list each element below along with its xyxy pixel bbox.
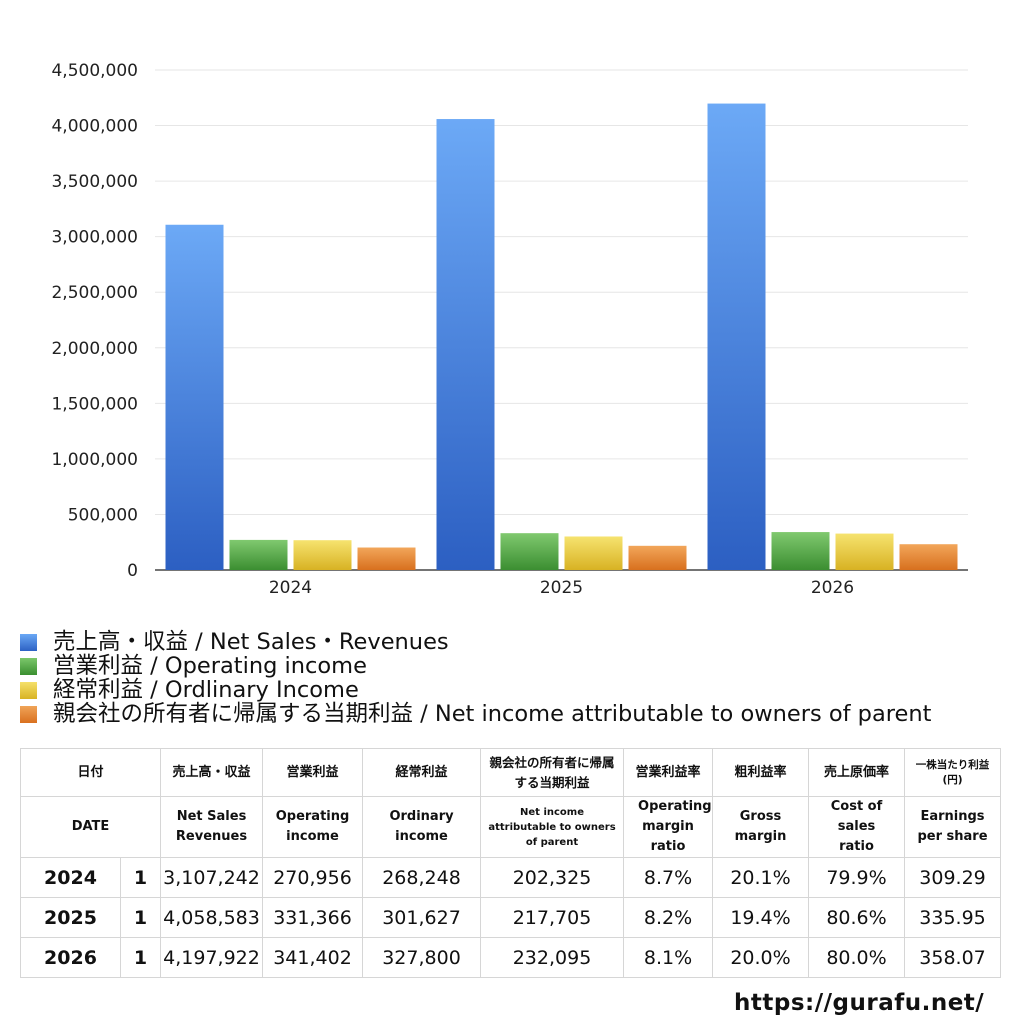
legend-item-operating-income: 営業利益 / Operating income [20,654,931,678]
header-eps-en: Earnings per share [904,796,1002,858]
y-tick-label: 2,000,000 [51,339,138,359]
cell-op-margin: 8.1% [623,937,714,978]
y-tick-label: 4,500,000 [51,61,138,81]
site-url[interactable]: https://gurafu.net/ [734,990,985,1016]
header-cost-ratio-jp: 売上原価率 [808,748,906,797]
table-row: 2024 1 3,107,242 270,956 268,248 202,325… [20,857,1002,898]
cell-eps: 358.07 [904,937,1002,978]
y-tick-label: 1,000,000 [51,450,138,470]
cell-ordinary: 327,800 [362,937,482,978]
table-row: 2026 1 4,197,922 341,402 327,800 232,095… [20,937,1002,978]
cell-cost-ratio: 80.6% [808,897,906,938]
row-year: 2024 [20,857,121,898]
x-tick-label: 2024 [269,578,312,598]
bar-chart: 0 500,000 1,000,000 1,500,000 2,000,000 2,500… [51,61,968,598]
row-quarter: 1 [119,937,162,978]
legend-item-net-sales: 売上高・収益 / Net Sales・Revenues [20,630,931,654]
row-quarter: 1 [119,857,162,898]
cell-net-sales: 4,058,583 [160,897,264,938]
cell-operating: 270,956 [262,857,364,898]
cell-net-income: 202,325 [480,857,625,898]
y-tick-label: 3,500,000 [51,172,138,192]
header-net-sales-en: Net Sales Revenues [160,796,264,858]
header-operating-en: Operating income [262,796,364,858]
header-cost-ratio-en: Cost of sales ratio [808,796,906,858]
header-op-margin-en: Operating margin ratio [623,796,714,858]
cell-op-margin: 8.2% [623,897,714,938]
legend-swatch-net-income [20,705,37,723]
legend-label-net-income: 親会社の所有者に帰属する当期利益 / Net income attributab… [53,701,932,727]
header-op-margin-jp: 営業利益率 [623,748,714,797]
y-tick-label: 2,500,000 [51,283,138,303]
cell-eps: 335.95 [904,897,1002,938]
cell-gross-margin: 19.4% [712,897,810,938]
cell-cost-ratio: 80.0% [808,937,906,978]
bar-operating-income-2025 [500,533,559,570]
cell-net-sales: 3,107,242 [160,857,264,898]
table-row: 2025 1 4,058,583 331,366 301,627 217,705… [20,897,1002,938]
cell-operating: 341,402 [262,937,364,978]
legend-item-ordinary-income: 経常利益 / Ordlinary Income [20,678,931,702]
cell-operating: 331,366 [262,897,364,938]
header-net-sales-jp: 売上高・収益 [160,748,264,797]
legend-swatch-operating-income [20,657,37,675]
header-net-income-jp: 親会社の所有者に帰属する当期利益 [480,748,625,797]
bar-operating-income-2026 [771,532,830,570]
header-gross-margin-en: Gross margin [712,796,810,858]
header-net-income-en: Net income attributable to owners of par… [480,796,625,858]
bar-net-sales-2024 [165,224,224,570]
table-header-jp: 日付 売上高・収益 営業利益 経常利益 親会社の所有者に帰属する当期利益 営業利… [19,748,1002,797]
y-tick-label: 1,500,000 [51,394,138,414]
header-ordinary-jp: 経常利益 [362,748,482,797]
table-header-en: DATE Net Sales Revenues Operating income… [19,796,1002,858]
header-gross-margin-jp: 粗利益率 [712,748,810,797]
y-tick-label: 500,000 [68,505,138,525]
row-quarter: 1 [119,897,162,938]
legend-label-net-sales: 売上高・収益 / Net Sales・Revenues [53,629,449,655]
bar-operating-income-2024 [229,539,288,570]
row-year: 2026 [20,937,121,978]
y-tick-label: 3,000,000 [51,228,138,248]
bar-ordinary-income-2025 [564,536,623,570]
header-date-en: DATE [19,796,162,858]
legend-label-ordinary-income: 経常利益 / Ordlinary Income [53,677,359,703]
cell-net-income: 217,705 [480,897,625,938]
chart-legend: 売上高・収益 / Net Sales・Revenues 営業利益 / Opera… [20,630,931,726]
header-operating-jp: 営業利益 [262,748,364,797]
x-tick-label: 2025 [540,578,583,598]
legend-swatch-ordinary-income [20,681,37,699]
legend-item-net-income: 親会社の所有者に帰属する当期利益 / Net income attributab… [20,702,931,726]
legend-label-operating-income: 営業利益 / Operating income [53,653,367,679]
financial-table: 日付 売上高・収益 営業利益 経常利益 親会社の所有者に帰属する当期利益 営業利… [19,748,1002,978]
row-year: 2025 [20,897,121,938]
bar-net-income-2025 [628,545,687,570]
cell-ordinary: 301,627 [362,897,482,938]
bar-net-sales-2026 [707,103,766,571]
y-tick-label: 4,000,000 [51,117,138,137]
cell-ordinary: 268,248 [362,857,482,898]
bar-ordinary-income-2026 [835,533,894,570]
y-tick-label: 0 [127,561,138,581]
cell-gross-margin: 20.1% [712,857,810,898]
bar-net-income-2024 [357,547,416,570]
header-date-jp: 日付 [19,748,162,797]
legend-swatch-net-sales [20,633,37,651]
header-eps-jp: 一株当たり利益(円) [904,748,1002,797]
cell-cost-ratio: 79.9% [808,857,906,898]
cell-net-sales: 4,197,922 [160,937,264,978]
cell-op-margin: 8.7% [623,857,714,898]
x-tick-label: 2026 [811,578,854,598]
cell-net-income: 232,095 [480,937,625,978]
header-ordinary-en: Ordinary income [362,796,482,858]
bar-ordinary-income-2024 [293,540,352,570]
bar-net-sales-2025 [436,119,495,571]
bar-net-income-2026 [899,544,958,570]
cell-eps: 309.29 [904,857,1002,898]
cell-gross-margin: 20.0% [712,937,810,978]
